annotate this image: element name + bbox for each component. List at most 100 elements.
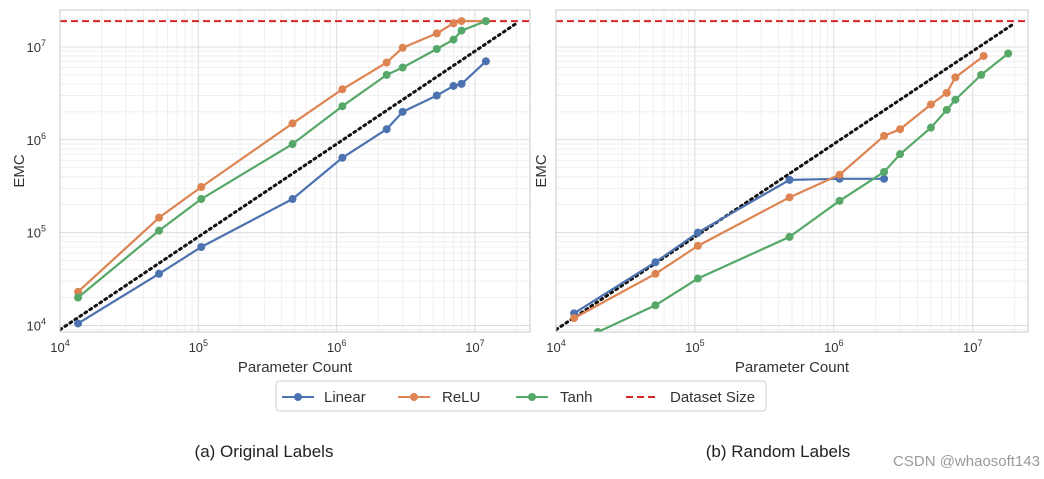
legend-label-tanh: Tanh xyxy=(560,389,593,406)
legend-label-dataset-size: Dataset Size xyxy=(670,389,755,406)
y-tick-label: 107 xyxy=(27,38,46,55)
plot-content xyxy=(556,20,1028,332)
data-point-linear xyxy=(693,228,702,237)
y-tick-label: 106 xyxy=(27,131,46,148)
x-tick-label: 105 xyxy=(685,338,704,355)
data-point-linear xyxy=(398,107,407,116)
legend-item-dataset-size: Dataset Size xyxy=(626,389,755,406)
x-tick-label: 107 xyxy=(963,338,982,355)
legend-marker-relu xyxy=(410,393,418,401)
data-point-relu xyxy=(382,58,391,67)
x-axis-label: Parameter Count xyxy=(735,359,850,376)
data-point-relu xyxy=(398,43,407,52)
data-point-tanh xyxy=(835,196,844,205)
y-axis-label: EMC xyxy=(11,154,28,188)
x-tick-exponent: 4 xyxy=(561,338,566,348)
data-point-relu xyxy=(880,131,889,140)
data-point-relu xyxy=(432,29,441,38)
data-point-linear xyxy=(880,174,889,183)
x-tick-exponent: 7 xyxy=(977,338,982,348)
y-axis-label: EMC xyxy=(533,154,550,188)
x-axis-label: Parameter Count xyxy=(238,359,353,376)
data-point-tanh xyxy=(382,70,391,79)
legend-marker-linear xyxy=(294,393,302,401)
data-point-linear xyxy=(481,57,490,66)
data-point-tanh xyxy=(785,232,794,241)
data-point-tanh xyxy=(942,105,951,114)
data-point-linear xyxy=(382,125,391,134)
watermark: CSDN @whaosoft143 xyxy=(893,453,1040,470)
data-point-tanh xyxy=(449,35,458,44)
caption-random-labels: (b) Random Labels xyxy=(706,442,851,461)
data-point-linear xyxy=(651,258,660,267)
data-point-relu xyxy=(197,182,206,191)
reference-diagonal-line xyxy=(556,21,1017,332)
y-tick-exponent: 5 xyxy=(41,224,46,234)
data-point-linear xyxy=(457,79,466,88)
data-point-relu xyxy=(926,100,935,109)
data-point-tanh xyxy=(693,274,702,283)
data-point-relu xyxy=(338,85,347,94)
data-point-linear xyxy=(74,319,83,328)
data-point-tanh xyxy=(398,63,407,72)
data-point-linear xyxy=(197,242,206,251)
data-point-linear xyxy=(288,195,297,204)
x-tick-exponent: 5 xyxy=(700,338,705,348)
data-point-relu xyxy=(951,73,960,82)
legend-marker-tanh xyxy=(528,393,536,401)
data-point-tanh xyxy=(432,45,441,54)
data-point-relu xyxy=(457,17,466,26)
x-tick-label: 107 xyxy=(465,338,484,355)
data-point-relu xyxy=(942,88,951,97)
data-point-tanh xyxy=(880,167,889,176)
legend-label-relu: ReLU xyxy=(442,389,480,406)
series-line-tanh xyxy=(597,52,1009,332)
data-point-relu xyxy=(74,287,83,296)
y-tick-exponent: 7 xyxy=(41,38,46,48)
data-point-tanh xyxy=(593,328,602,332)
legend: Linear ReLU Tanh Dataset Size xyxy=(275,380,767,412)
x-tick-label: 106 xyxy=(327,338,346,355)
data-point-tanh xyxy=(197,195,206,204)
plot-content xyxy=(60,17,530,332)
y-tick-label: 105 xyxy=(27,224,46,241)
data-point-tanh xyxy=(155,226,164,235)
x-tick-label: 104 xyxy=(546,338,565,355)
data-point-tanh xyxy=(481,17,490,26)
x-tick-label: 106 xyxy=(824,338,843,355)
legend-item-relu: ReLU xyxy=(398,389,480,406)
data-point-relu xyxy=(896,125,905,134)
x-tick-exponent: 7 xyxy=(480,338,485,348)
data-point-relu xyxy=(570,314,579,323)
x-tick-label: 105 xyxy=(189,338,208,355)
data-point-tanh xyxy=(288,140,297,149)
x-tick-exponent: 5 xyxy=(203,338,208,348)
reference-diagonal-line xyxy=(60,21,519,332)
y-tick-exponent: 6 xyxy=(41,131,46,141)
panel-original-labels: 104 105 106 107 104 105 106 107 Parameter Count E… xyxy=(11,9,531,376)
data-point-tanh xyxy=(457,26,466,35)
legend-item-tanh: Tanh xyxy=(516,389,593,406)
data-point-linear xyxy=(785,175,794,184)
data-point-relu xyxy=(835,170,844,179)
x-tick-label: 104 xyxy=(50,338,69,355)
data-point-relu xyxy=(693,241,702,250)
x-tick-exponent: 6 xyxy=(341,338,346,348)
data-point-linear xyxy=(155,269,164,278)
legend-label-linear: Linear xyxy=(324,389,366,406)
panel-random-labels: 104 105 106 107 Parameter Count EMC xyxy=(533,9,1029,376)
data-point-tanh xyxy=(951,95,960,104)
y-tick-label: 104 xyxy=(27,316,46,333)
data-point-linear xyxy=(338,153,347,162)
data-point-tanh xyxy=(651,301,660,310)
y-tick-exponent: 4 xyxy=(41,316,46,326)
series-line-linear xyxy=(573,177,885,315)
data-point-relu xyxy=(288,119,297,128)
data-point-tanh xyxy=(1004,49,1013,58)
plot-frame xyxy=(59,9,531,333)
data-point-tanh xyxy=(74,293,83,302)
data-point-tanh xyxy=(338,102,347,111)
data-point-linear xyxy=(449,81,458,90)
data-point-tanh xyxy=(977,70,986,79)
